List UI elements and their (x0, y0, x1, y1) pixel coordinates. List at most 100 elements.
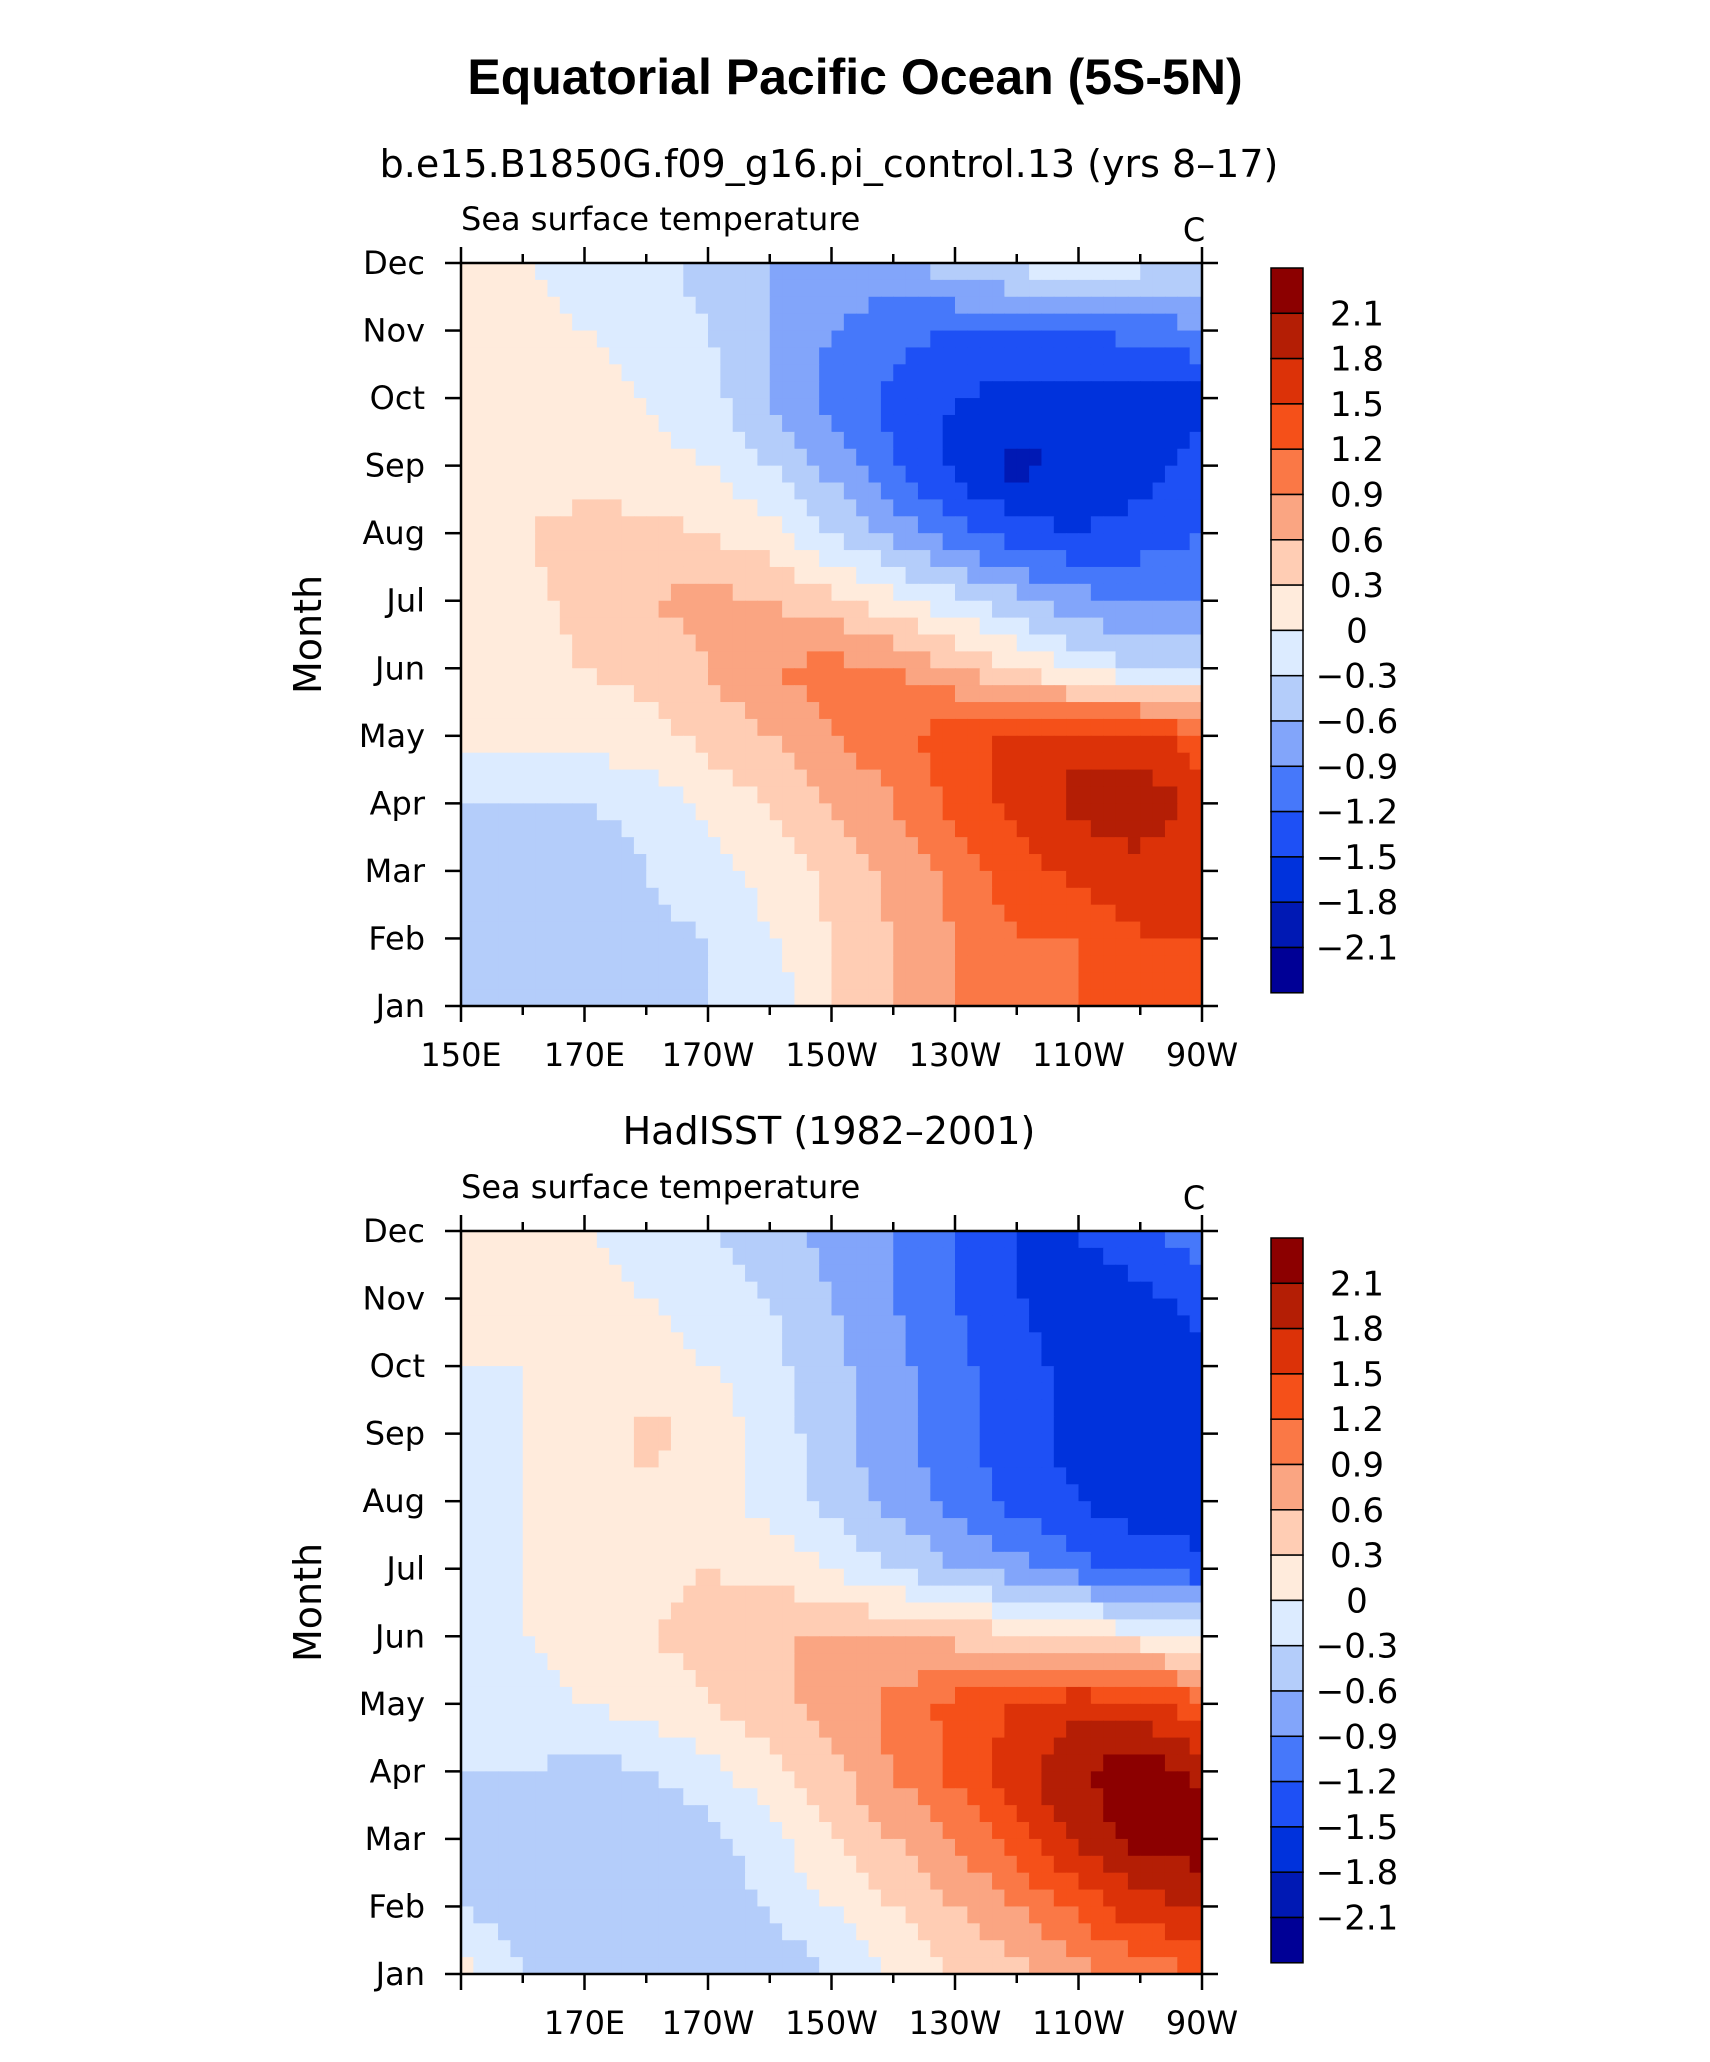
field-cell (695, 685, 709, 703)
field-cell (572, 566, 586, 585)
field-cell (498, 989, 511, 1007)
field-cell (732, 1315, 746, 1333)
field-cell (893, 431, 907, 450)
field-cell (708, 1433, 721, 1452)
field-cell (1152, 1484, 1166, 1502)
field-cell (1016, 1484, 1030, 1502)
field-cell (1029, 820, 1043, 838)
field-cell (510, 1416, 524, 1435)
field-cell (1078, 820, 1092, 838)
field-cell (547, 600, 561, 619)
field-cell (880, 1653, 894, 1671)
field-cell (695, 1231, 709, 1249)
field-cell (831, 1298, 845, 1317)
field-cell (584, 482, 598, 501)
field-cell (757, 617, 771, 636)
field-cell (1090, 702, 1104, 720)
field-cell (596, 1382, 610, 1401)
field-cell (1127, 465, 1141, 484)
field-cell (498, 1518, 511, 1536)
field-cell (745, 1247, 758, 1266)
field-cell (782, 685, 796, 703)
field-cell (1177, 600, 1191, 619)
field-cell (670, 870, 684, 889)
field-cell (1127, 1636, 1141, 1654)
field-cell (992, 955, 1005, 973)
field-cell (559, 499, 573, 517)
field-cell (646, 1433, 660, 1452)
field-cell (658, 1382, 672, 1401)
field-cell (708, 1231, 721, 1249)
field-cell (461, 1433, 474, 1452)
field-cell (670, 718, 684, 737)
field-cell (461, 398, 474, 416)
field-cell (621, 347, 635, 365)
field-cell (1066, 989, 1080, 1007)
field-cell (1127, 702, 1141, 720)
field-cell (1115, 1720, 1129, 1739)
field-cell (1152, 279, 1166, 298)
field-cell (757, 448, 771, 467)
field-cell (1016, 1534, 1030, 1553)
field-cell (868, 1298, 882, 1317)
field-cell (535, 1636, 549, 1654)
field-cell (856, 1349, 870, 1367)
field-cell (461, 279, 474, 298)
field-cell (720, 1855, 734, 1874)
field-cell (522, 600, 536, 619)
field-cell (1103, 752, 1117, 771)
field-cell (819, 1484, 833, 1502)
field-cell (868, 989, 882, 1007)
field-cell (572, 1332, 586, 1350)
field-cell (1164, 550, 1178, 568)
field-cell (498, 431, 511, 450)
field-cell (893, 1332, 907, 1350)
field-cell (658, 1788, 672, 1806)
field-cell (547, 1568, 561, 1587)
field-cell (979, 685, 993, 703)
field-cell (806, 1450, 820, 1469)
field-cell (769, 364, 783, 382)
field-cell (1127, 1416, 1141, 1435)
field-cell (1164, 651, 1178, 669)
field-cell (646, 837, 660, 855)
field-cell (1177, 499, 1191, 517)
field-cell (745, 1602, 758, 1620)
field-cell (992, 347, 1005, 365)
field-cell (794, 1670, 808, 1688)
field-cell (1152, 583, 1166, 602)
field-cell (905, 1551, 919, 1570)
field-cell (967, 904, 981, 923)
field-cell (1103, 1720, 1117, 1739)
field-cell (485, 820, 499, 838)
field-cell (856, 279, 870, 298)
field-cell (609, 431, 623, 450)
field-cell (794, 668, 808, 686)
field-cell (769, 1247, 783, 1266)
field-cell (893, 347, 907, 365)
field-cell (1189, 1534, 1203, 1553)
field-cell (1041, 938, 1055, 956)
field-cell (769, 1399, 783, 1418)
field-cell (1152, 1619, 1166, 1637)
field-cell (967, 1416, 981, 1435)
field-cell (1053, 398, 1067, 416)
field-cell (609, 550, 623, 568)
field-cell (473, 1518, 487, 1536)
field-cell (806, 752, 820, 771)
field-cell (485, 887, 499, 906)
field-cell (880, 887, 894, 906)
field-cell (609, 1619, 623, 1637)
field-cell (769, 566, 783, 585)
field-cell (1140, 1602, 1154, 1620)
field-cell (1127, 398, 1141, 416)
field-cell (917, 482, 931, 501)
field-cell (720, 1501, 734, 1519)
field-cell (547, 465, 561, 484)
field-cell (621, 634, 635, 652)
field-cell (917, 347, 931, 365)
field-cell (1189, 499, 1203, 517)
field-cell (1029, 1551, 1043, 1570)
field-cell (831, 1332, 845, 1350)
field-cell (1115, 566, 1129, 585)
